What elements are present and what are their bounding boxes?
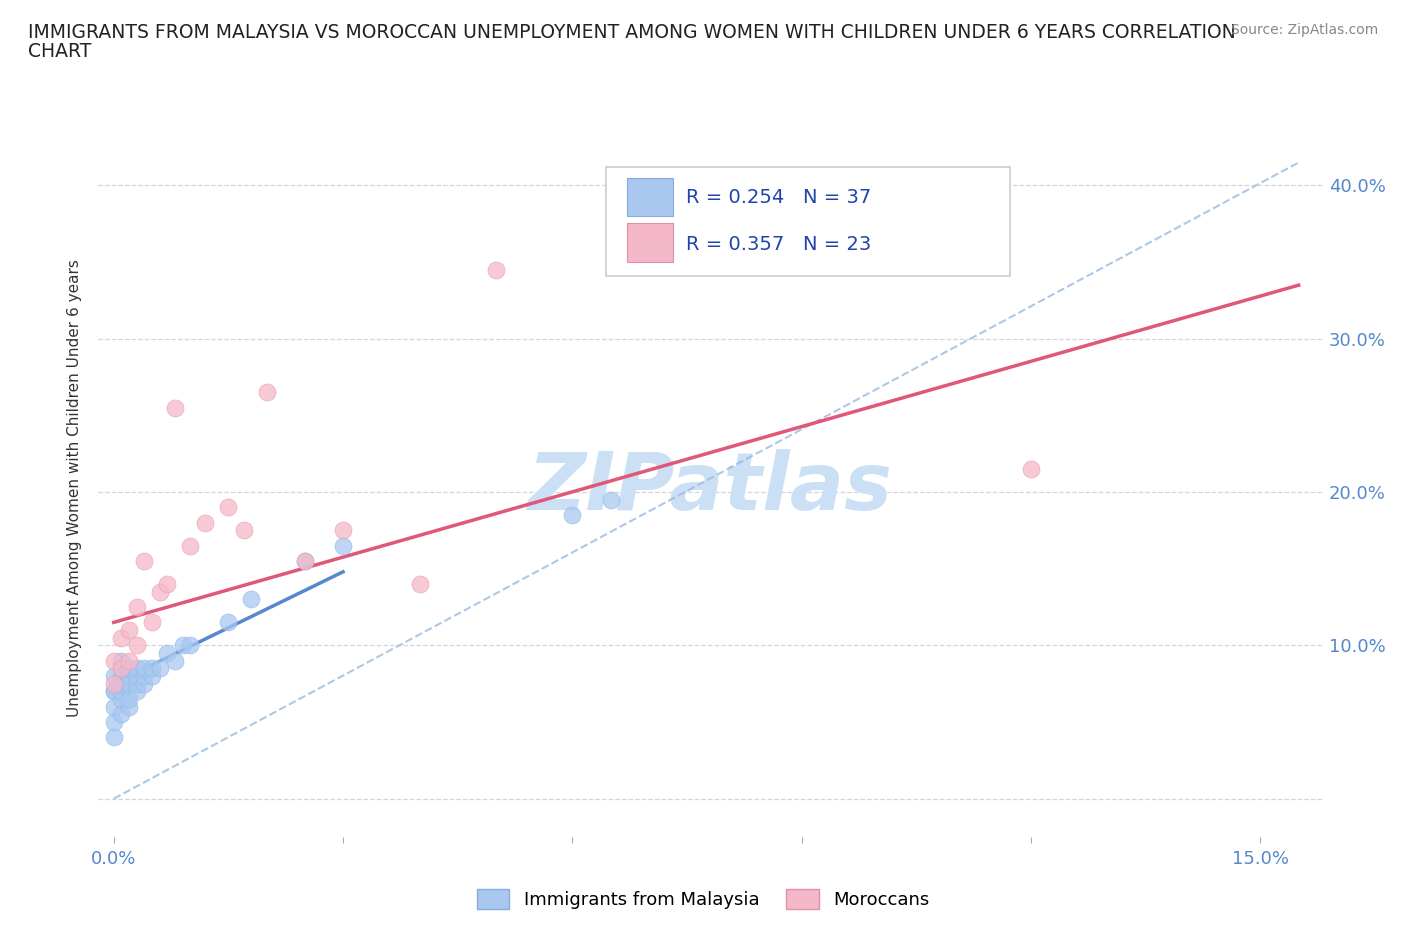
Point [156, 577, 179, 591]
Point [134, 553, 156, 568]
Point [217, 500, 239, 515]
Point [103, 684, 125, 698]
Point [294, 553, 316, 568]
Point [110, 631, 132, 645]
Point [332, 523, 354, 538]
Point [485, 262, 508, 277]
Point [232, 523, 254, 538]
Point [141, 615, 163, 630]
Point [125, 669, 148, 684]
FancyBboxPatch shape [627, 223, 673, 261]
Text: CHART: CHART [28, 42, 91, 60]
Point [149, 661, 172, 676]
Point [118, 622, 141, 637]
Point [240, 592, 263, 607]
Point [134, 669, 156, 684]
Point [103, 669, 125, 684]
Point [408, 577, 430, 591]
Point [110, 692, 132, 707]
Point [179, 638, 201, 653]
Point [110, 653, 132, 668]
Point [118, 676, 141, 691]
Point [561, 508, 583, 523]
Point [110, 661, 132, 676]
Point [110, 707, 132, 722]
Point [163, 653, 186, 668]
Point [134, 661, 156, 676]
Point [125, 638, 148, 653]
FancyBboxPatch shape [606, 167, 1010, 275]
Point [1019, 461, 1042, 476]
Text: ZIPatlas: ZIPatlas [527, 449, 893, 527]
Text: R = 0.254   N = 37: R = 0.254 N = 37 [686, 188, 870, 206]
Point [125, 600, 148, 615]
Point [125, 676, 148, 691]
Point [118, 653, 141, 668]
Point [110, 669, 132, 684]
Point [134, 676, 156, 691]
Text: R = 0.357   N = 23: R = 0.357 N = 23 [686, 234, 870, 254]
Point [125, 661, 148, 676]
Point [118, 661, 141, 676]
Point [125, 684, 148, 698]
Point [332, 538, 354, 553]
FancyBboxPatch shape [627, 178, 673, 217]
Point [141, 669, 163, 684]
Point [110, 676, 132, 691]
Point [599, 492, 621, 507]
Point [118, 669, 141, 684]
Point [163, 400, 186, 415]
Point [118, 699, 141, 714]
Point [103, 730, 125, 745]
Point [194, 515, 217, 530]
Point [256, 385, 278, 400]
Text: IMMIGRANTS FROM MALAYSIA VS MOROCCAN UNEMPLOYMENT AMONG WOMEN WITH CHILDREN UNDE: IMMIGRANTS FROM MALAYSIA VS MOROCCAN UNE… [28, 23, 1236, 42]
Point [179, 538, 201, 553]
Text: Source: ZipAtlas.com: Source: ZipAtlas.com [1230, 23, 1378, 37]
Point [103, 684, 125, 698]
Point [156, 645, 179, 660]
Point [118, 692, 141, 707]
Legend: Immigrants from Malaysia, Moroccans: Immigrants from Malaysia, Moroccans [470, 882, 936, 916]
Point [141, 661, 163, 676]
Point [103, 676, 125, 691]
Point [149, 584, 172, 599]
Point [172, 638, 194, 653]
Point [103, 653, 125, 668]
Point [103, 699, 125, 714]
Point [103, 714, 125, 729]
Point [217, 615, 239, 630]
Point [110, 684, 132, 698]
Y-axis label: Unemployment Among Women with Children Under 6 years: Unemployment Among Women with Children U… [67, 259, 83, 717]
Point [294, 553, 316, 568]
